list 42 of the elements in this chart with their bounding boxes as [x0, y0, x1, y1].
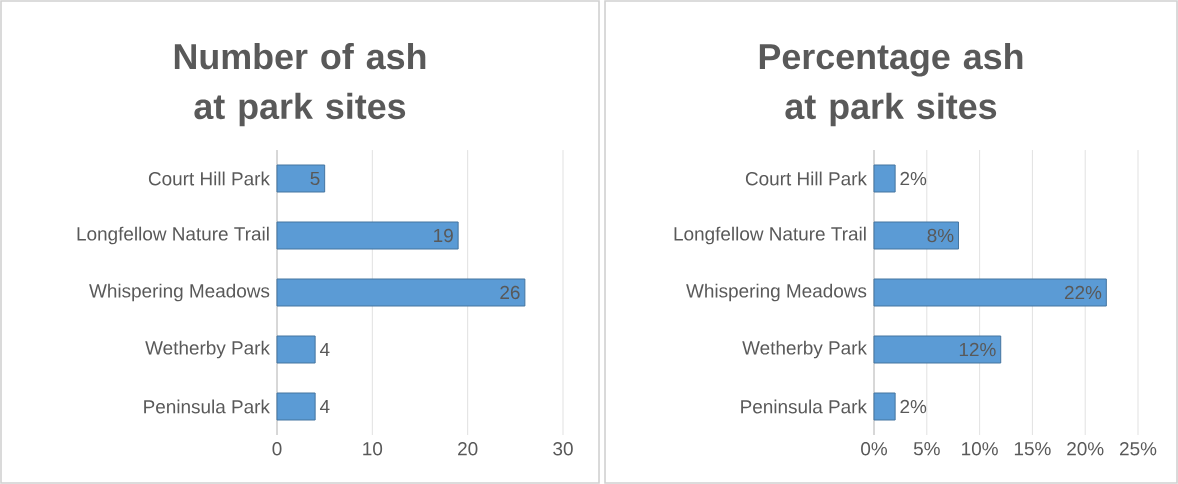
data-label: 2%	[900, 399, 927, 414]
data-label: 22%	[1064, 285, 1102, 300]
y-tick-label: Longfellow Nature Trail	[674, 226, 866, 245]
data-label: 8%	[927, 228, 954, 243]
y-tick-label: Whispering Meadows	[686, 283, 867, 302]
x-tick-label: 0	[272, 442, 282, 456]
bar	[276, 392, 316, 421]
y-tick-label: Longfellow Nature Trail	[77, 226, 269, 245]
x-tick-label: 30	[553, 442, 573, 456]
y-tick-label: Court Hill Park	[148, 171, 270, 186]
y-tick-label: Whispering Meadows	[89, 283, 270, 302]
bar	[873, 164, 896, 193]
x-tick-label: 0%	[861, 442, 888, 456]
y-tick-label: Peninsula Park	[144, 399, 270, 414]
data-label: 5	[310, 171, 320, 186]
data-label: 2%	[900, 171, 927, 186]
bar	[276, 164, 326, 193]
y-tick-label: Court Hill Park	[745, 171, 867, 186]
x-tick-label: 10%	[962, 442, 998, 456]
data-label: 4	[319, 342, 330, 357]
x-tick-label: 15%	[1014, 442, 1051, 456]
data-label: 4	[319, 399, 330, 414]
chart-title: Percentage ash at park sites	[759, 43, 1023, 127]
bar	[276, 278, 526, 307]
y-tick-label: Wetherby Park	[742, 340, 867, 359]
data-label: 12%	[959, 342, 996, 357]
x-tick-label: 10	[363, 442, 383, 456]
x-tick-label: 5%	[913, 442, 940, 456]
y-tick-label: Wetherby Park	[145, 340, 270, 359]
bar	[873, 335, 1002, 364]
bar	[873, 392, 896, 421]
bar	[873, 221, 959, 250]
bar	[276, 221, 459, 250]
bar	[276, 335, 316, 364]
x-tick-label: 25%	[1120, 442, 1157, 456]
x-tick-label: 20%	[1067, 442, 1104, 456]
x-tick-label: 20	[458, 442, 478, 456]
data-label: 19	[434, 228, 453, 243]
y-tick-label: Peninsula Park	[741, 399, 867, 414]
data-label: 26	[500, 285, 520, 300]
chart-title: Number of ash at park sites	[174, 43, 426, 127]
bar	[873, 278, 1107, 307]
